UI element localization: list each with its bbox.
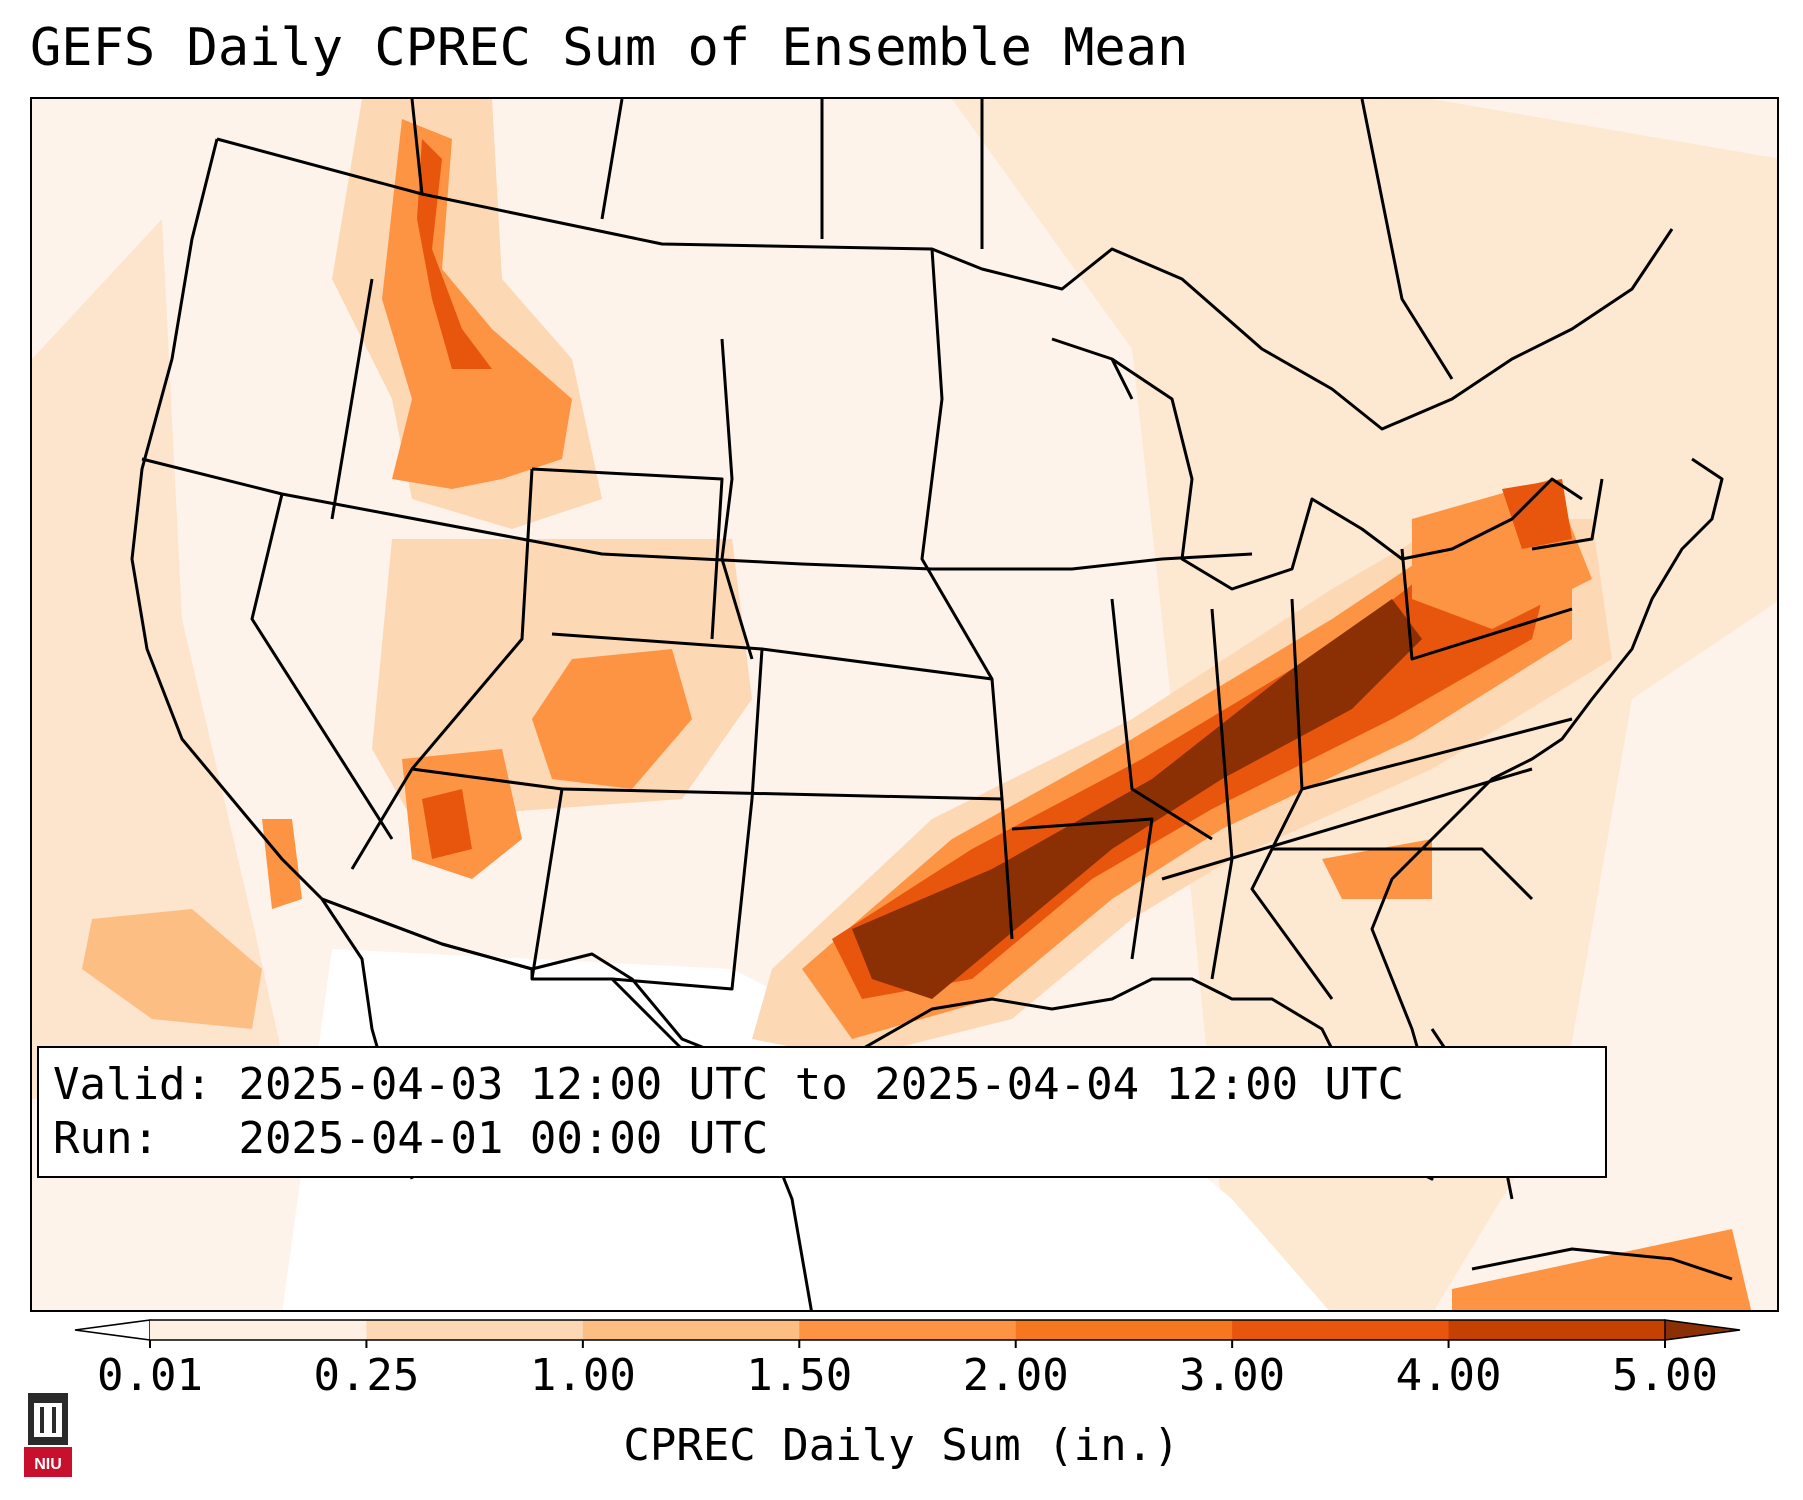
colorbar-tick-label: 0.25 (313, 1350, 420, 1401)
state-line (1301, 717, 1573, 791)
state-line (1250, 598, 1334, 1000)
colorbar-segment (799, 1320, 1017, 1340)
colorbar-title: CPREC Daily Sum (in.) (623, 1420, 1180, 1471)
logo-banner (24, 1447, 72, 1477)
colorbar-ticks (149, 1340, 1666, 1348)
state-line (720, 338, 754, 660)
state-line (761, 647, 993, 681)
precip-region-moderate (532, 649, 692, 789)
state-line (561, 787, 1003, 801)
colorbar (74, 1319, 1741, 1348)
state-line (1272, 847, 1534, 901)
logo-tower-detail (40, 1407, 56, 1433)
precip-region-heavy (1502, 479, 1572, 549)
valid-text: 2025-04-03 12:00 UTC to 2025-04-04 12:00… (238, 1059, 1405, 1110)
state-line (350, 468, 534, 870)
state-line (611, 798, 754, 991)
precip-region-moderate (262, 819, 302, 909)
colorbar-tick-label: 3.00 (1179, 1350, 1286, 1401)
precip-region-moderate (1452, 1229, 1752, 1310)
logo-tower-windows (34, 1403, 62, 1437)
colorbar-outline (150, 1319, 1665, 1341)
province-line (1360, 99, 1454, 380)
state-line (141, 457, 1253, 571)
colorbar-segment (366, 1320, 584, 1340)
precip-region-extreme (852, 599, 1422, 999)
info-box: Valid: 2025-04-03 12:00 UTC to 2025-04-0… (37, 1046, 1607, 1178)
colorbar-segment (1448, 1320, 1666, 1340)
colorbar-segment (1015, 1320, 1233, 1340)
colorbar-tick-labels: 0.01 0.25 1.00 1.50 2.00 3.00 4.00 5.00 (0, 1350, 1803, 1410)
us-canada-border (216, 137, 1674, 431)
precip-region-light (32, 219, 292, 1099)
colorbar-tick-label: 4.00 (1395, 1350, 1502, 1401)
colorbar-tick-label: 0.01 (97, 1350, 203, 1401)
colorbar-tick-label: 1.50 (746, 1350, 853, 1401)
logo-text: NIU (34, 1456, 62, 1473)
state-line (1531, 478, 1604, 551)
colorbar-over-arrow (1664, 1319, 1741, 1341)
state-line (1400, 548, 1573, 661)
precip-region-moderate (82, 909, 262, 1029)
chart-title: GEFS Daily CPREC Sum of Ensemble Mean (30, 18, 1189, 78)
state-line (920, 248, 1014, 940)
province-line (600, 99, 624, 220)
state-line (1161, 767, 1533, 881)
state-line (330, 278, 374, 520)
niu-logo: NIU (24, 1393, 72, 1477)
great-lakes (1051, 337, 1134, 400)
run-text: 2025-04-01 00:00 UTC (238, 1113, 769, 1164)
run-label: Run: (53, 1113, 159, 1164)
colorbar-segments (74, 1319, 1741, 1341)
colorbar-tick-label: 1.00 (529, 1350, 636, 1401)
colorbar-segment (582, 1320, 800, 1340)
colorbar-under-arrow (74, 1319, 151, 1341)
colorbar-tick-label: 2.00 (962, 1350, 1069, 1401)
state-line (1110, 598, 1213, 841)
precip-region-moderate (1322, 839, 1432, 899)
state-line (1011, 817, 1154, 960)
colorbar-segment (1232, 1320, 1450, 1340)
valid-label: Valid: (53, 1059, 212, 1110)
colorbar-segment (150, 1320, 367, 1340)
precip-region-heavy (422, 789, 472, 859)
state-line (531, 467, 724, 640)
cuba-coast (1471, 1247, 1733, 1281)
west-coastline (130, 138, 414, 1180)
great-lakes (1111, 357, 1583, 591)
state-line (250, 493, 394, 840)
colorbar-tick-label: 5.00 (1612, 1350, 1718, 1401)
province-line (410, 99, 424, 195)
